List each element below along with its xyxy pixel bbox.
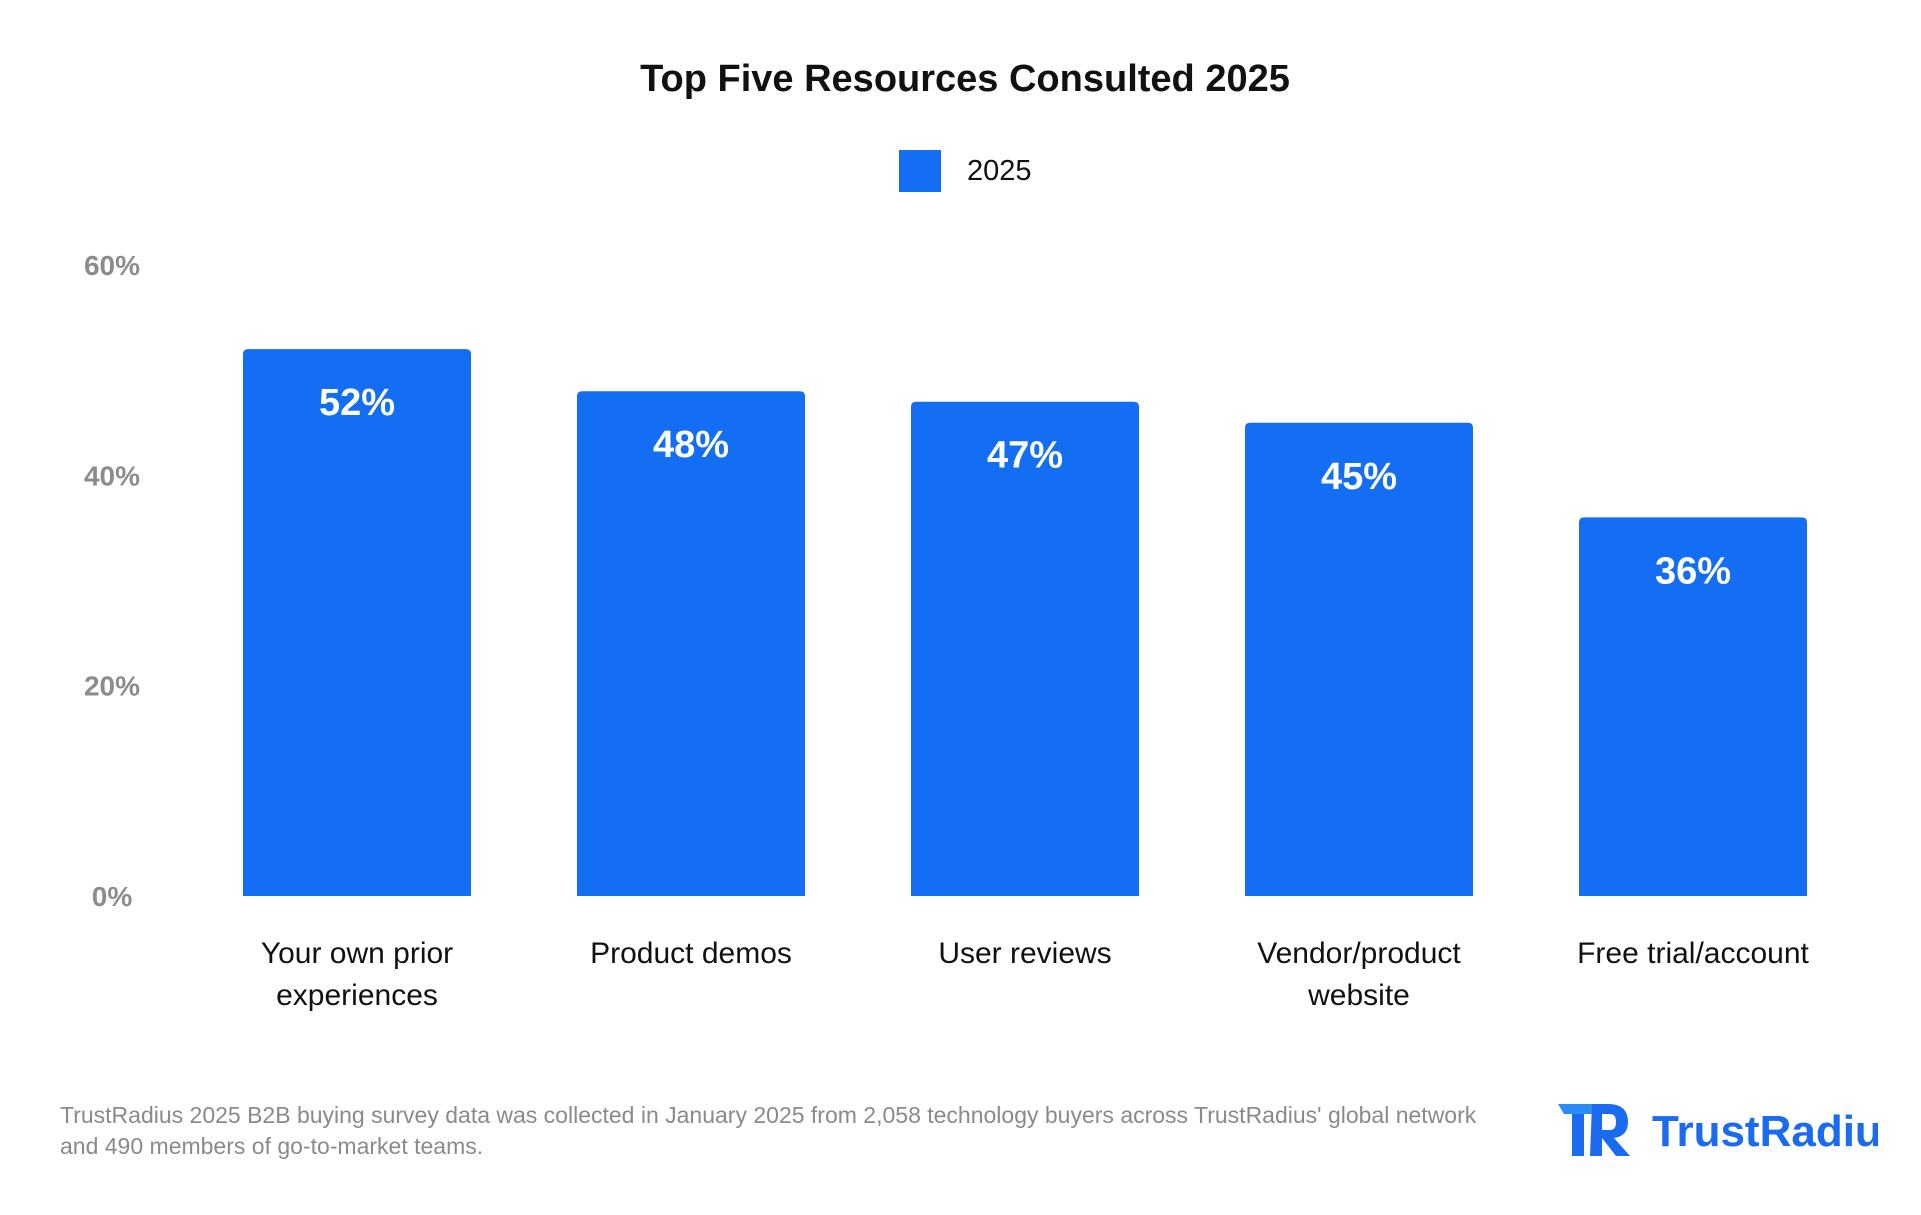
data-label: 47% (987, 435, 1063, 477)
legend-swatch (899, 150, 941, 192)
trustradius-logo: TrustRadius (1558, 1104, 1878, 1156)
y-tick-label: 20% (84, 671, 140, 702)
logo-wordmark: TrustRadius (1652, 1107, 1878, 1156)
legend-label: 2025 (967, 155, 1032, 187)
chart-title: Top Five Resources Consulted 2025 (640, 58, 1290, 100)
x-tick-label: Your own prior (261, 937, 453, 970)
bars (243, 349, 1807, 897)
x-tick-label: Vendor/product (1257, 937, 1461, 970)
bar (1579, 517, 1807, 896)
bar (911, 401, 1139, 896)
x-tick-label: Free trial/account (1577, 937, 1809, 970)
bar (577, 391, 805, 896)
data-label: 48% (653, 424, 729, 466)
x-tick-label: User reviews (938, 937, 1111, 970)
x-tick-label: Product demos (590, 937, 792, 970)
x-tick-label: experiences (276, 979, 438, 1012)
x-axis: Your own prior experiences Product demos Us… (261, 937, 1810, 1012)
y-tick-label: 60% (84, 250, 140, 281)
survey-footnote: TrustRadius 2025 B2B buying survey data … (60, 1102, 1477, 1159)
y-tick-label: 40% (84, 460, 140, 491)
data-labels: 52% 48% 47% 45% 36% (319, 382, 1731, 592)
x-tick-label: website (1307, 979, 1410, 1012)
legend: 2025 (899, 150, 1032, 192)
bar (243, 349, 471, 897)
y-tick-label: 0% (92, 881, 133, 912)
data-label: 52% (319, 382, 395, 424)
trustradius-mark-icon (1558, 1104, 1630, 1156)
y-axis: 0% 20% 40% 60% (84, 250, 140, 912)
data-label: 36% (1655, 550, 1731, 592)
data-label: 45% (1321, 456, 1397, 498)
bar (1245, 422, 1473, 896)
